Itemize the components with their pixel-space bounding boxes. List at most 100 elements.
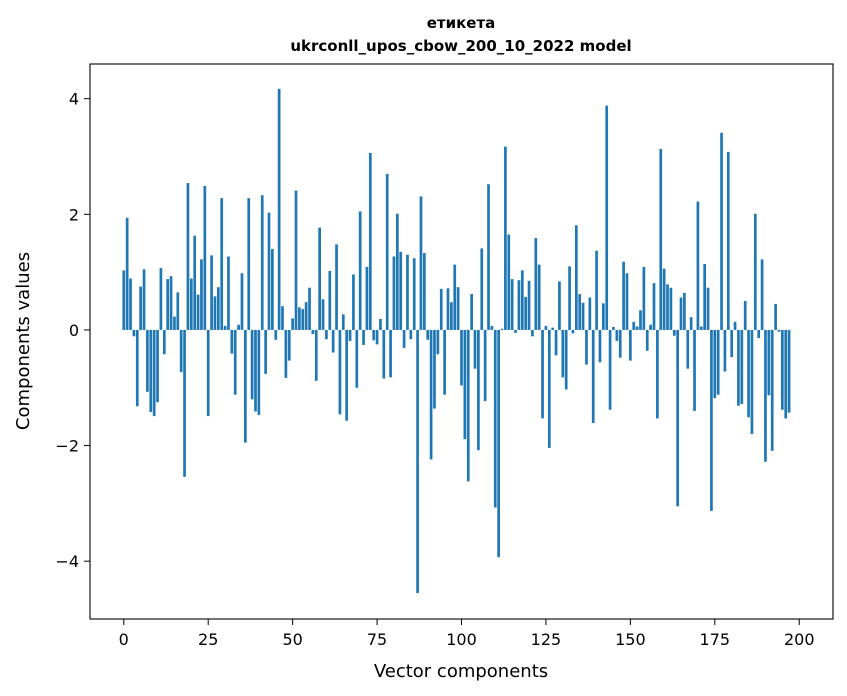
x-tick-label: 75 <box>367 630 387 649</box>
bar-67 <box>348 329 352 341</box>
bar-94 <box>439 288 443 330</box>
bar-46 <box>277 88 281 330</box>
bar-33 <box>233 329 237 395</box>
bar-161 <box>666 284 669 330</box>
bar-63 <box>335 244 338 330</box>
bar-27 <box>213 296 217 330</box>
bar-162 <box>669 287 673 330</box>
bar-158 <box>656 329 659 419</box>
bar-77 <box>382 329 386 379</box>
bar-135 <box>578 294 582 330</box>
bar-85 <box>409 329 413 340</box>
bar-62 <box>331 329 335 353</box>
x-tick-label: 0 <box>119 630 129 649</box>
bar-182 <box>737 329 740 406</box>
bar-65 <box>341 314 345 330</box>
bar-123 <box>537 264 541 330</box>
bar-132 <box>568 266 571 330</box>
bar-110 <box>493 329 497 508</box>
bar-120 <box>527 280 531 330</box>
bar-96 <box>446 288 450 330</box>
bar-151 <box>632 321 636 330</box>
bar-55 <box>308 287 311 330</box>
bar-186 <box>750 329 754 434</box>
bar-194 <box>777 329 781 332</box>
bar-32 <box>230 329 234 354</box>
bar-145 <box>612 327 615 330</box>
bar-66 <box>345 329 349 421</box>
bar-9 <box>152 329 156 417</box>
bar-176 <box>716 329 720 395</box>
y-axis-ticks: −4 −2 0 2 4 <box>55 90 90 571</box>
bar-13 <box>166 279 170 330</box>
bar-34 <box>237 324 240 330</box>
bar-44 <box>271 249 274 330</box>
bar-84 <box>406 254 409 330</box>
bar-14 <box>169 276 173 330</box>
bar-89 <box>423 253 426 330</box>
bar-102 <box>466 329 470 482</box>
bar-2 <box>129 278 132 330</box>
bar-48 <box>284 329 288 378</box>
bar-138 <box>588 297 592 330</box>
bar-10 <box>156 329 159 403</box>
bar-184 <box>743 301 747 330</box>
bar-37 <box>247 198 251 330</box>
y-tick-label: 4 <box>69 90 79 109</box>
bar-181 <box>733 321 737 330</box>
bar-87 <box>416 329 419 593</box>
bar-74 <box>372 329 376 341</box>
bar-21 <box>193 235 197 330</box>
bar-68 <box>352 274 355 330</box>
bar-57 <box>314 329 318 381</box>
bar-160 <box>662 268 666 330</box>
bar-118 <box>520 270 524 330</box>
bar-59 <box>321 299 325 330</box>
bar-148 <box>622 261 625 330</box>
bar-43 <box>267 212 271 330</box>
bar-15 <box>173 316 176 330</box>
y-axis-label: Components values <box>13 252 34 430</box>
bar-12 <box>162 329 166 355</box>
bar-129 <box>558 281 561 330</box>
bar-76 <box>379 318 382 330</box>
x-tick-label: 150 <box>615 630 646 649</box>
bar-70 <box>358 211 362 330</box>
bar-28 <box>216 287 220 330</box>
bar-109 <box>490 325 494 330</box>
bar-147 <box>618 329 622 358</box>
bar-187 <box>753 213 757 330</box>
chart-title-line-2: ukrconll_upos_cbow_200_10_2022 model <box>290 37 631 55</box>
bar-126 <box>547 329 551 448</box>
bar-153 <box>639 310 642 330</box>
bar-7 <box>146 329 149 392</box>
bar-140 <box>595 250 598 330</box>
bar-116 <box>514 329 517 333</box>
bar-165 <box>679 297 683 330</box>
bar-119 <box>524 296 528 330</box>
bar-20 <box>189 278 193 330</box>
bar-115 <box>510 279 514 330</box>
y-tick-label: −2 <box>55 437 79 456</box>
bar-50 <box>291 318 294 330</box>
bar-80 <box>392 256 396 330</box>
bar-117 <box>517 280 521 330</box>
bar-146 <box>615 329 619 341</box>
bar-106 <box>480 248 484 330</box>
bar-163 <box>672 329 676 336</box>
bar-45 <box>274 329 278 340</box>
bar-155 <box>645 329 649 351</box>
bar-144 <box>608 329 612 410</box>
bar-133 <box>571 329 575 334</box>
bar-6 <box>142 269 146 330</box>
bar-35 <box>240 273 244 330</box>
bar-167 <box>686 329 690 369</box>
bar-23 <box>200 259 203 330</box>
plot-frame <box>89 63 834 620</box>
x-axis-ticks: 0 25 50 75 100 125 150 175 200 <box>119 619 815 649</box>
bar-56 <box>311 329 315 334</box>
bar-4 <box>135 329 139 407</box>
bar-108 <box>487 184 490 330</box>
bar-173 <box>706 287 710 330</box>
bar-154 <box>642 266 646 330</box>
